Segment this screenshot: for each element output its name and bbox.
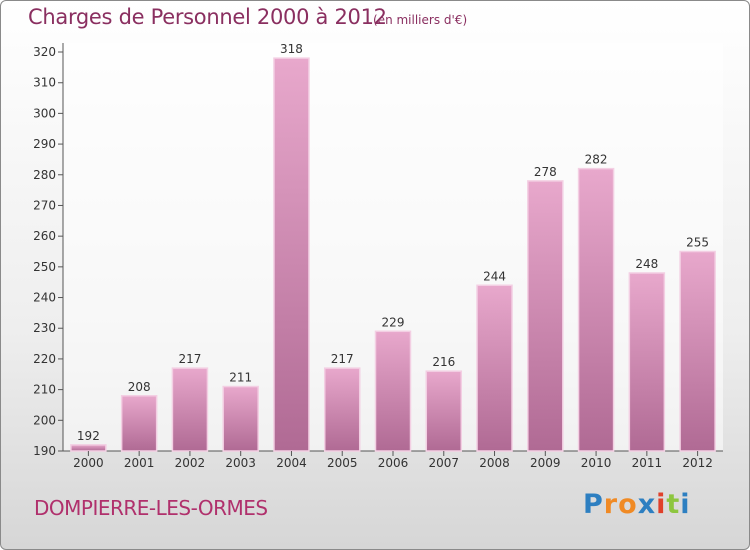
y-tick-label: 320 [33, 45, 56, 59]
logo-letter: P [583, 489, 604, 520]
logo-letter: r [603, 489, 619, 520]
proxiti-logo: Proxiti [583, 489, 691, 520]
logo-letter: i [680, 489, 691, 520]
y-tick-label: 270 [33, 198, 56, 212]
y-tick-label: 250 [33, 260, 56, 274]
bar-value-label: 278 [534, 165, 557, 179]
bar-value-label: 192 [77, 429, 100, 443]
bar-value-label: 229 [382, 315, 405, 329]
bar-value-label: 318 [280, 42, 303, 56]
bar-value-label: 217 [178, 352, 201, 366]
bar [628, 272, 666, 452]
bar [374, 330, 412, 452]
x-tick-label: 2012 [682, 456, 713, 470]
y-tick-label: 280 [33, 168, 56, 182]
x-tick-label: 2004 [276, 456, 307, 470]
bar-value-label: 211 [229, 371, 252, 385]
bar-value-label: 248 [635, 257, 658, 271]
y-tick-label: 300 [33, 106, 56, 120]
logo-letter: i [656, 489, 667, 520]
bar-value-label: 282 [585, 153, 608, 167]
y-tick-label: 220 [33, 352, 56, 366]
x-tick-label: 2006 [378, 456, 409, 470]
x-tick-label: 2007 [428, 456, 459, 470]
y-tick-label: 230 [33, 321, 56, 335]
bar [679, 250, 716, 452]
logo-letter: o [618, 489, 638, 520]
bar [273, 57, 310, 452]
y-tick-label: 260 [33, 229, 56, 243]
x-tick-label: 2001 [124, 456, 155, 470]
bar [577, 167, 615, 452]
bar [222, 385, 259, 452]
x-tick-label: 2010 [581, 456, 612, 470]
x-tick-label: 2009 [530, 456, 561, 470]
y-tick-label: 200 [33, 413, 56, 427]
bar [171, 367, 209, 452]
commune-name: DOMPIERRE-LES-ORMES [34, 496, 268, 520]
chart-subtitle: (en milliers d'€) [373, 13, 468, 27]
bar-value-label: 208 [128, 380, 151, 394]
x-tick-label: 2000 [73, 456, 104, 470]
y-tick-label: 190 [33, 444, 56, 458]
bar-value-label: 255 [686, 236, 709, 250]
logo-letter: t [666, 489, 681, 520]
y-tick-label: 240 [33, 291, 56, 305]
x-tick-label: 2005 [327, 456, 358, 470]
y-tick-label: 290 [33, 137, 56, 151]
logo-letter: x [637, 489, 657, 520]
x-tick-label: 2011 [632, 456, 663, 470]
bar [120, 395, 158, 452]
y-tick-label: 210 [33, 383, 56, 397]
bar [527, 180, 564, 452]
x-tick-label: 2002 [175, 456, 206, 470]
bar-value-label: 244 [483, 269, 506, 283]
bar [323, 367, 361, 452]
bar-value-label: 217 [331, 352, 354, 366]
chart-title: Charges de Personnel 2000 à 2012 [28, 5, 387, 29]
bar [70, 444, 107, 452]
bar-value-label: 216 [432, 355, 455, 369]
x-tick-label: 2008 [479, 456, 510, 470]
x-tick-label: 2003 [225, 456, 256, 470]
y-tick-label: 310 [33, 76, 56, 90]
bar [425, 370, 463, 452]
bar [476, 284, 513, 452]
